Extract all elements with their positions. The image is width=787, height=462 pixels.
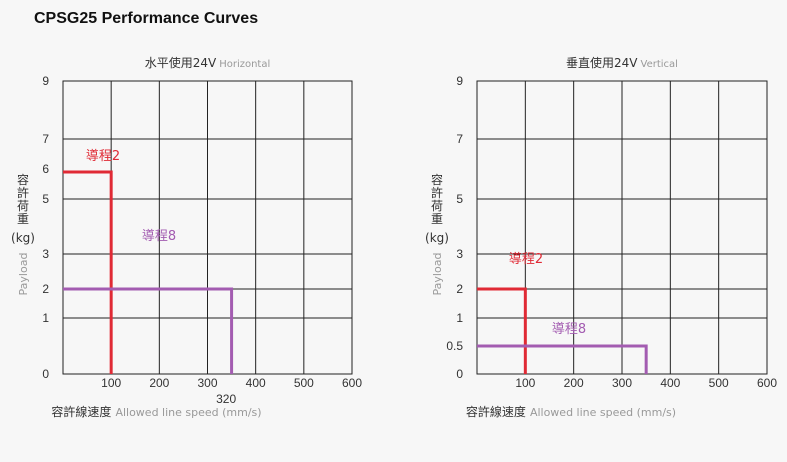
- chart1-ylabel-unit: (kg): [11, 231, 35, 245]
- chart2-x-tick-label: 600: [757, 376, 777, 390]
- chart2-series-label-2: 導程8: [552, 322, 586, 337]
- chart2-x-tick-label: 400: [660, 376, 680, 390]
- chart1-xlabel-en: Allowed line speed (mm/s): [115, 406, 261, 419]
- chart1-x-tick-label: 600: [342, 376, 362, 390]
- chart2-y-tick-label: 1: [456, 311, 463, 325]
- chart2-y-tick-label: 9: [456, 74, 463, 88]
- chart1-y-tick-label: 6: [42, 162, 49, 176]
- chart1-title-cn: 水平使用24V: [145, 55, 217, 70]
- chart1-y-tick-label: 7: [42, 132, 49, 146]
- chart1-y-tick-label: 2: [42, 282, 49, 296]
- chart2-y-tick-label: 2: [456, 282, 463, 296]
- chart1-ylabel-en: Payload: [17, 253, 30, 296]
- chart1-series-line-2: [63, 287, 234, 374]
- chart1-xlabel: 容許線速度 Allowed line speed (mm/s): [51, 404, 261, 419]
- chart1-xlabel-cn: 容許線速度: [51, 404, 111, 419]
- chart2-series-line-2: [477, 344, 648, 374]
- chart1-x-extra-label: 320: [216, 392, 236, 406]
- chart2-ylabel-char: 重: [431, 212, 443, 226]
- chart2-series-label-1: 導程2: [509, 252, 543, 267]
- chart2-y-tick-label: 0.5: [446, 339, 463, 353]
- chart2-ylabel-unit: (kg): [425, 231, 449, 245]
- page-title: CPSG25 Performance Curves: [34, 10, 259, 27]
- chart1-series-label-2: 導程8: [142, 229, 176, 244]
- chart2-xlabel-en: Allowed line speed (mm/s): [530, 406, 676, 419]
- chart2-title-en: Vertical: [641, 59, 678, 70]
- chart2-xlabel: 容許線速度 Allowed line speed (mm/s): [466, 404, 676, 419]
- chart1-x-tick-label: 500: [294, 376, 314, 390]
- chart1-ylabel-char: 重: [17, 212, 29, 226]
- chart1-ylabel-char: 荷: [17, 199, 29, 213]
- chart1-y-tick-label: 1: [42, 311, 49, 325]
- chart1-series-label-1: 導程2: [86, 149, 120, 164]
- chart2-title-cn: 垂直使用24V: [566, 55, 638, 70]
- chart1-y-tick-label: 9: [42, 74, 49, 88]
- chart1-series-line-1: [63, 170, 113, 374]
- chart1-x-tick-label: 100: [101, 376, 121, 390]
- chart2-x-tick-label: 100: [515, 376, 535, 390]
- chart1-title-en: Horizontal: [219, 59, 270, 70]
- chart1-title: 水平使用24V Horizontal: [145, 55, 271, 70]
- chart2-ylabel-char: 許: [431, 186, 443, 200]
- chart1-x-tick-label: 200: [149, 376, 169, 390]
- chart2-x-tick-label: 200: [564, 376, 584, 390]
- chart2-y-tick-label: 3: [456, 247, 463, 261]
- chart2-x-tick-label: 300: [612, 376, 632, 390]
- chart1-y-tick-label: 5: [42, 192, 49, 206]
- chart1-y-tick-label: 3: [42, 247, 49, 261]
- chart1-x-tick-label: 400: [246, 376, 266, 390]
- chart2-y-tick-label: 5: [456, 192, 463, 206]
- chart2-ylabel-en: Payload: [431, 253, 444, 296]
- chart2-ylabel-char: 荷: [431, 199, 443, 213]
- chart1-ylabel-char: 許: [17, 186, 29, 200]
- chart2-title: 垂直使用24V Vertical: [566, 55, 678, 70]
- chart2-x-tick-label: 500: [709, 376, 729, 390]
- chart2-ylabel-char: 容: [431, 172, 443, 187]
- chart2-y-tick-label: 0: [456, 367, 463, 381]
- chart1-y-tick-label: 0: [42, 367, 49, 381]
- chart1-ylabel-char: 容: [17, 172, 29, 187]
- chart2-xlabel-cn: 容許線速度: [466, 404, 526, 419]
- chart1-x-tick-label: 300: [197, 376, 217, 390]
- chart2-y-tick-label: 7: [456, 132, 463, 146]
